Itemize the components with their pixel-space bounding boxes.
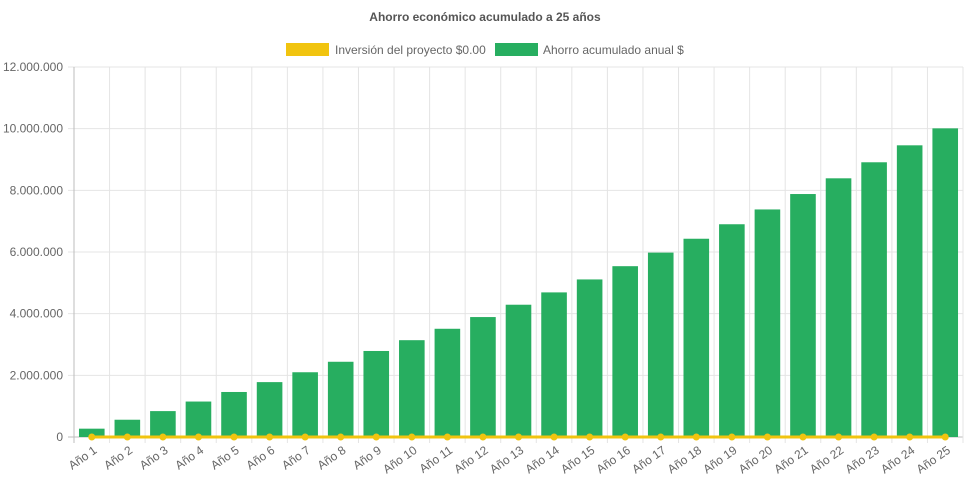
line-point	[301, 433, 309, 441]
legend-swatch-investment	[286, 43, 329, 56]
bar	[683, 238, 710, 437]
line-point	[550, 433, 558, 441]
line-point	[621, 433, 629, 441]
line-point	[337, 433, 345, 441]
y-tick-label: 8.000.000	[10, 183, 64, 197]
x-tick-label: Año 11	[417, 443, 456, 476]
x-tick-label: Año 2	[101, 443, 135, 473]
x-tick-label: Año 3	[137, 443, 171, 473]
line-point	[408, 433, 416, 441]
line-point	[194, 433, 202, 441]
y-axis: 0 2.000.000 4.000.000 6.000.000 8.000.00…	[3, 60, 63, 444]
y-tick-label: 12.000.000	[3, 60, 63, 74]
line-point	[88, 433, 96, 441]
x-tick-label: Año 10	[380, 443, 419, 476]
line-point	[728, 433, 736, 441]
line-point	[870, 433, 878, 441]
x-tick-label: Año 14	[523, 443, 562, 476]
x-tick-label: Año 18	[665, 443, 704, 476]
x-tick-label: Año 15	[558, 443, 597, 476]
bar	[185, 401, 212, 437]
y-tick-label: 0	[56, 430, 63, 444]
grid-lines	[68, 66, 964, 443]
y-tick-label: 4.000.000	[10, 307, 64, 321]
bar	[78, 428, 105, 437]
bar	[861, 162, 887, 437]
bar	[790, 194, 816, 437]
x-axis: Año 1 Año 2 Año 3 Año 4 Año 5 Año 6 Año 7 Año 8…	[66, 443, 953, 476]
x-tick-label: Año 16	[594, 443, 633, 476]
x-tick-label: Año 8	[315, 443, 349, 473]
x-tick-label: Año 6	[244, 443, 278, 473]
line-point	[159, 433, 167, 441]
x-tick-label: Año 7	[279, 443, 313, 473]
y-tick-label: 2.000.000	[10, 368, 64, 382]
bar	[434, 328, 461, 437]
line-point	[657, 433, 665, 441]
bar-series	[78, 128, 959, 438]
line-series	[88, 433, 949, 441]
bar	[541, 292, 567, 437]
x-tick-label: Año 24	[878, 443, 917, 476]
x-tick-label: Año 4	[172, 443, 206, 473]
y-tick-label: 10.000.000	[3, 122, 63, 136]
bar	[719, 224, 745, 437]
x-tick-label: Año 25	[914, 443, 953, 476]
line-point	[835, 433, 843, 441]
x-tick-label: Año 5	[208, 443, 242, 473]
bar	[470, 317, 496, 437]
x-tick-label: Año 19	[700, 443, 739, 476]
chart-title: Ahorro económico acumulado a 25 años	[369, 10, 601, 24]
x-tick-label: Año 9	[350, 443, 384, 473]
bar	[896, 145, 923, 438]
line-point	[941, 433, 949, 441]
line-point	[515, 433, 522, 441]
bar	[612, 266, 638, 437]
line-point	[230, 433, 238, 441]
bar	[221, 391, 247, 437]
line-point	[763, 433, 771, 441]
line-point	[479, 433, 487, 441]
x-tick-label: Año 12	[451, 443, 490, 476]
line-point	[123, 433, 131, 441]
y-tick-label: 6.000.000	[10, 245, 64, 259]
bar	[647, 252, 674, 437]
legend-label-savings: Ahorro acumulado anual $	[543, 43, 684, 57]
bar	[150, 411, 176, 437]
bar	[399, 340, 425, 437]
legend: Inversión del proyecto $0.00 Ahorro acum…	[286, 43, 684, 57]
bar	[932, 128, 959, 437]
line-point	[799, 433, 807, 441]
line-point	[692, 433, 700, 441]
line-point	[906, 433, 914, 441]
line-point	[586, 433, 594, 441]
bar	[754, 209, 781, 437]
bar	[576, 279, 603, 437]
x-tick-label: Año 20	[736, 443, 775, 476]
bar	[327, 361, 354, 437]
legend-swatch-savings	[495, 43, 538, 56]
x-tick-label: Año 21	[772, 443, 811, 476]
x-tick-label: Año 17	[629, 443, 668, 476]
bar	[825, 178, 852, 437]
bar	[256, 382, 283, 437]
legend-label-investment: Inversión del proyecto $0.00	[335, 43, 486, 57]
x-tick-label: Año 22	[807, 443, 846, 476]
bar	[114, 419, 141, 437]
bar	[505, 304, 532, 437]
x-tick-label: Año 1	[66, 443, 100, 473]
line-point	[443, 433, 451, 441]
x-tick-label: Año 13	[487, 443, 526, 476]
line-point	[372, 433, 380, 441]
bar	[363, 350, 390, 437]
x-tick-label: Año 23	[843, 443, 882, 476]
bar	[292, 372, 318, 437]
line-point	[266, 433, 274, 441]
